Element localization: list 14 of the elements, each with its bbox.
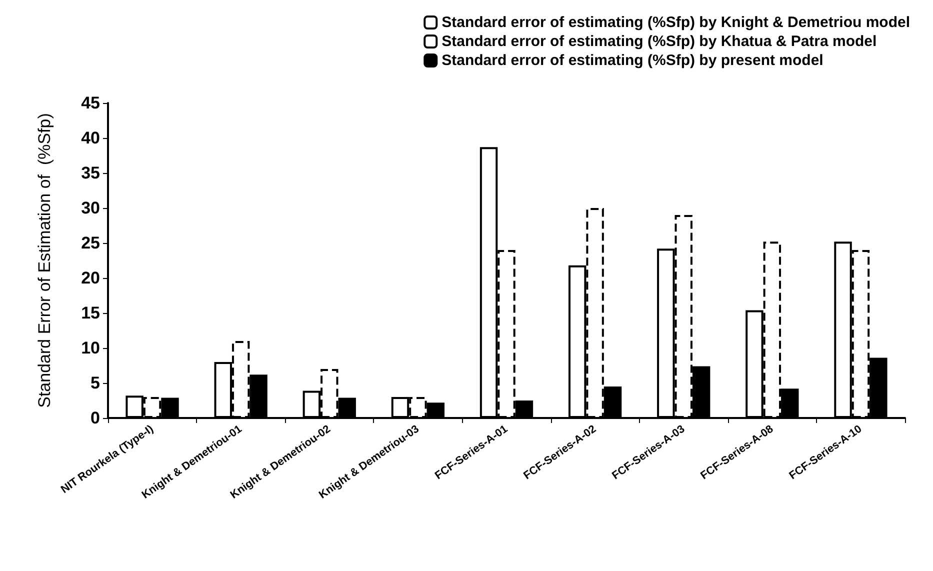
y-tick-label: 5 (90, 374, 100, 392)
legend-label: Standard error of estimating (%Sfp) by Khatua & Patra model (442, 33, 877, 50)
legend-label: Standard error of estimating (%Sfp) by present model (442, 52, 824, 69)
y-tick-label: 0 (90, 408, 100, 428)
y-tick-label: 15 (81, 304, 100, 322)
y-axis-title: Standard Error of Estimation of (%Sfp) (35, 113, 54, 408)
y-tick-label: 35 (81, 164, 100, 182)
y-tick-label: 20 (81, 268, 100, 288)
y-tick-label: 10 (81, 338, 100, 358)
y-tick-label: 40 (81, 128, 100, 148)
legend-label: Standard error of estimating (%Sfp) by Knight & Demetriou model (442, 14, 910, 31)
y-tick-label: 45 (81, 94, 100, 112)
y-tick-label: 25 (81, 234, 100, 252)
y-tick-label: 30 (81, 198, 100, 218)
